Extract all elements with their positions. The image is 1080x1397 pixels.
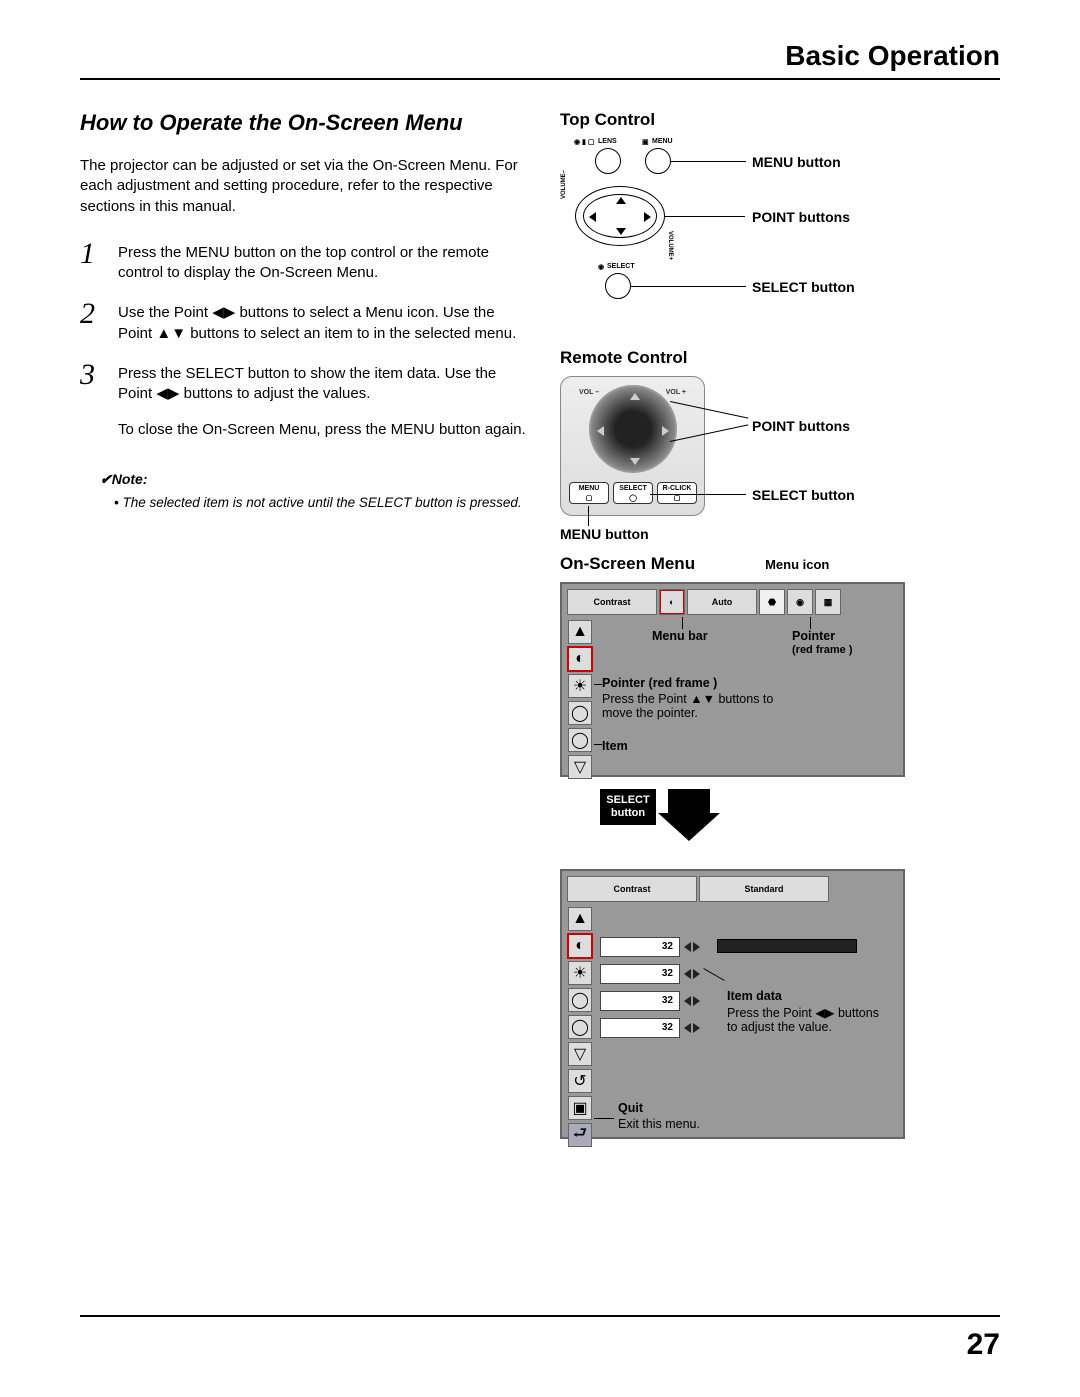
mb-icon[interactable]: ◐ [659,589,685,615]
mb-icon-3[interactable]: ◉ [787,589,813,615]
side-down-icon[interactable]: ▽ [568,755,592,779]
pointer-sub: (red frame ) [792,644,853,656]
remote-rclick-button[interactable]: R-CLICK▢ [657,482,697,504]
quit-desc: Exit this menu. [618,1117,700,1131]
osm-diagram: Contrast ◐ Auto ⬣ ◉ ▦ ▲ ◐ ☀ ◯ ◯ ▽ Menu b… [560,582,1000,1139]
data-value-1: 32 [600,937,680,957]
lens-button[interactable] [595,148,621,174]
side2-contrast-icon[interactable]: ◐ [568,934,592,958]
data-value-2: 32 [600,964,680,984]
lens-label: LENS [598,138,617,145]
callout-point: POINT buttons [752,209,850,225]
divider-top [80,78,1000,80]
remote-control-title: Remote Control [560,348,1000,368]
top-control-title: Top Control [560,110,1000,130]
step-number: 2 [80,299,104,344]
item-data-label: Item data [727,989,782,1003]
mb2-standard[interactable]: Standard [699,876,829,902]
down-arrow-icon [658,783,720,845]
note-body: • The selected item is not active until … [114,494,530,512]
volume-minus-label: VOLUME– [561,170,567,199]
select-button[interactable] [605,273,631,299]
remote-diagram: VOL – VOL + MENU▢ SELECT◯ R-CLICK▢ POINT… [560,376,1000,546]
intro-text: The projector can be adjusted or set via… [80,156,530,217]
side2-quit-icon[interactable]: ⮐ [568,1123,592,1147]
callout-menu-remote: MENU button [560,526,649,542]
callout-select-remote: SELECT button [752,487,855,503]
right-column: Top Control ◉ ▮ ▢ LENS ▣ MENU MENU butto… [560,110,1000,1139]
step-number: 1 [80,239,104,284]
pointer-label: Pointer [792,629,835,643]
top-control-diagram: ◉ ▮ ▢ LENS ▣ MENU MENU button VOLUME– VO… [560,138,1000,338]
mb2-contrast[interactable]: Contrast [567,876,697,902]
quit-label: Quit [618,1101,643,1115]
side-tint-icon[interactable]: ◯ [568,728,592,752]
slider-bar[interactable] [717,939,857,953]
divider-bottom [80,1315,1000,1317]
item-data-desc: Press the Point ◀▶ buttons to adjust the… [727,1005,887,1034]
left-column: How to Operate the On-Screen Menu The pr… [80,110,530,1139]
select-arrow: SELECT button [600,789,720,859]
mb-icon-2[interactable]: ⬣ [759,589,785,615]
mb-auto[interactable]: Auto [687,589,757,615]
osm-panel-1: Contrast ◐ Auto ⬣ ◉ ▦ ▲ ◐ ☀ ◯ ◯ ▽ Menu b… [560,582,905,777]
callout-select: SELECT button [752,279,855,295]
callout-point-remote: POINT buttons [752,418,850,434]
side2-down-icon[interactable]: ▽ [568,1042,592,1066]
side2-bright-icon[interactable]: ☀ [568,961,592,985]
side-icons-2: ▲ ◐ ☀ ◯ ◯ ▽ ↺ ▣ ⮐ [568,907,594,1147]
menubar-label: Menu bar [652,629,708,643]
mb-icon-4[interactable]: ▦ [815,589,841,615]
volume-plus-label: VOLUME+ [667,231,673,260]
menu-label: MENU [652,138,673,145]
osm-title: On-Screen Menu [560,554,695,574]
step-3: 3 Press the SELECT button to show the it… [80,360,530,405]
callout-menu: MENU button [752,154,841,170]
pointer-red-label: Pointer (red frame ) [602,676,717,690]
pointer-red-desc: Press the Point ▲▼ buttons to move the p… [602,692,802,720]
select-button-label: SELECT button [600,789,656,825]
step-number: 3 [80,360,104,405]
side2-up-icon[interactable]: ▲ [568,907,592,931]
remote-select-button[interactable]: SELECT◯ [613,482,653,504]
step-1: 1 Press the MENU button on the top contr… [80,239,530,284]
menu-bar[interactable]: Contrast ◐ Auto ⬣ ◉ ▦ [567,589,898,615]
note-head: ✔Note: [100,471,530,488]
step-text: Press the SELECT button to show the item… [118,360,530,405]
data-value-4: 32 [600,1018,680,1038]
side2-reset-icon[interactable]: ↺ [568,1069,592,1093]
close-text: To close the On-Screen Menu, press the M… [118,420,530,440]
note-box: ✔Note: • The selected item is not active… [100,471,530,512]
osm-panel-2: Contrast Standard ▲ ◐ ☀ ◯ ◯ ▽ ↺ ▣ ⮐ 32 [560,869,905,1139]
menu-bar-2[interactable]: Contrast Standard [567,876,898,902]
step-text: Press the MENU button on the top control… [118,239,530,284]
side-icons: ▲ ◐ ☀ ◯ ◯ ▽ [568,620,594,779]
step-text: Use the Point ◀▶ buttons to select a Men… [118,299,530,344]
menu-icon-label: Menu icon [765,557,829,572]
side-up-icon[interactable]: ▲ [568,620,592,644]
remote-menu-button[interactable]: MENU▢ [569,482,609,504]
data-value-3: 32 [600,991,680,1011]
point-dpad[interactable] [575,186,665,246]
side-bright-icon[interactable]: ☀ [568,674,592,698]
remote-body: VOL – VOL + MENU▢ SELECT◯ R-CLICK▢ [560,376,705,516]
side-contrast-icon[interactable]: ◐ [568,647,592,671]
page-number: 27 [967,1328,1000,1362]
mb-contrast[interactable]: Contrast [567,589,657,615]
menu-button[interactable] [645,148,671,174]
side2-color-icon[interactable]: ◯ [568,988,592,1012]
select-label: SELECT [607,263,635,270]
remote-dpad[interactable] [589,385,677,473]
side2-tint-icon[interactable]: ◯ [568,1015,592,1039]
step-2: 2 Use the Point ◀▶ buttons to select a M… [80,299,530,344]
side-color-icon[interactable]: ◯ [568,701,592,725]
item-label: Item [602,739,628,753]
step-list: 1 Press the MENU button on the top contr… [80,239,530,405]
side2-store-icon[interactable]: ▣ [568,1096,592,1120]
page-header: Basic Operation [80,40,1000,72]
section-heading: How to Operate the On-Screen Menu [80,110,530,136]
